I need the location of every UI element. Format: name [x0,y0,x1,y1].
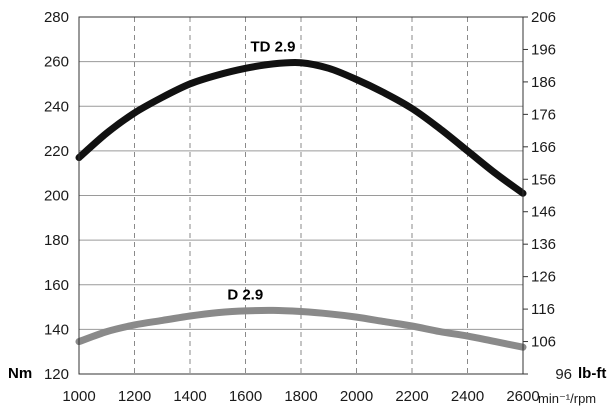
x-tick-label: 1000 [62,388,95,405]
y-left-tick-label: 280 [44,9,69,26]
y-left-tick-label: 120 [44,366,69,383]
series-label-d-2-9: D 2.9 [227,286,263,303]
y-right-tick-label: 196 [531,41,556,58]
y-left-tick-label: 220 [44,143,69,160]
y-right-tick-label: 206 [531,9,556,26]
y-right-tick-label: 156 [531,171,556,188]
y-right-tick-label: 186 [531,74,556,91]
y-right-tick-label: 96 [555,366,572,383]
y-left-tick-label: 160 [44,277,69,294]
y-left-tick-label: 240 [44,98,69,115]
y-left-tick-label: 200 [44,188,69,205]
y-left-tick-label: 140 [44,321,69,338]
tick-labels: 120 140 160 180 200 220 240 260 280 96 106 116 126 13… [44,9,572,405]
series-label-td-2-9: TD 2.9 [250,39,295,56]
series-line-d-2-9 [75,306,527,351]
y-right-unit-label: lb-ft [578,365,606,382]
x-tick-label: 2400 [451,388,484,405]
x-tick-label: 1600 [229,388,262,405]
y-right-tick-label: 126 [531,269,556,286]
x-tick-label: 2000 [340,388,373,405]
series-line-td-2-9 [75,58,527,197]
y-left-tick-label: 180 [44,232,69,249]
plot-frame [78,16,524,375]
y-right-tick-label: 146 [531,204,556,221]
series-lines: TD 2.9 D 2.9 [75,39,527,351]
y-right-tick-label: 116 [531,301,555,318]
x-tick-label: 1800 [284,388,317,405]
y-left-tick-label: 260 [44,54,69,71]
x-unit-label: min⁻¹/rpm [538,391,596,406]
x-tick-label: 1400 [173,388,206,405]
x-tick-label: 1200 [118,388,151,405]
y-right-tick-label: 166 [531,139,556,156]
y-right-tick-label: 106 [531,334,556,351]
y-left-unit-label: Nm [8,365,32,382]
y-right-tick-label: 176 [531,106,556,123]
y-right-tick-label: 136 [531,236,556,253]
x-tick-label: 2600 [506,388,539,405]
x-tick-label: 2200 [395,388,428,405]
